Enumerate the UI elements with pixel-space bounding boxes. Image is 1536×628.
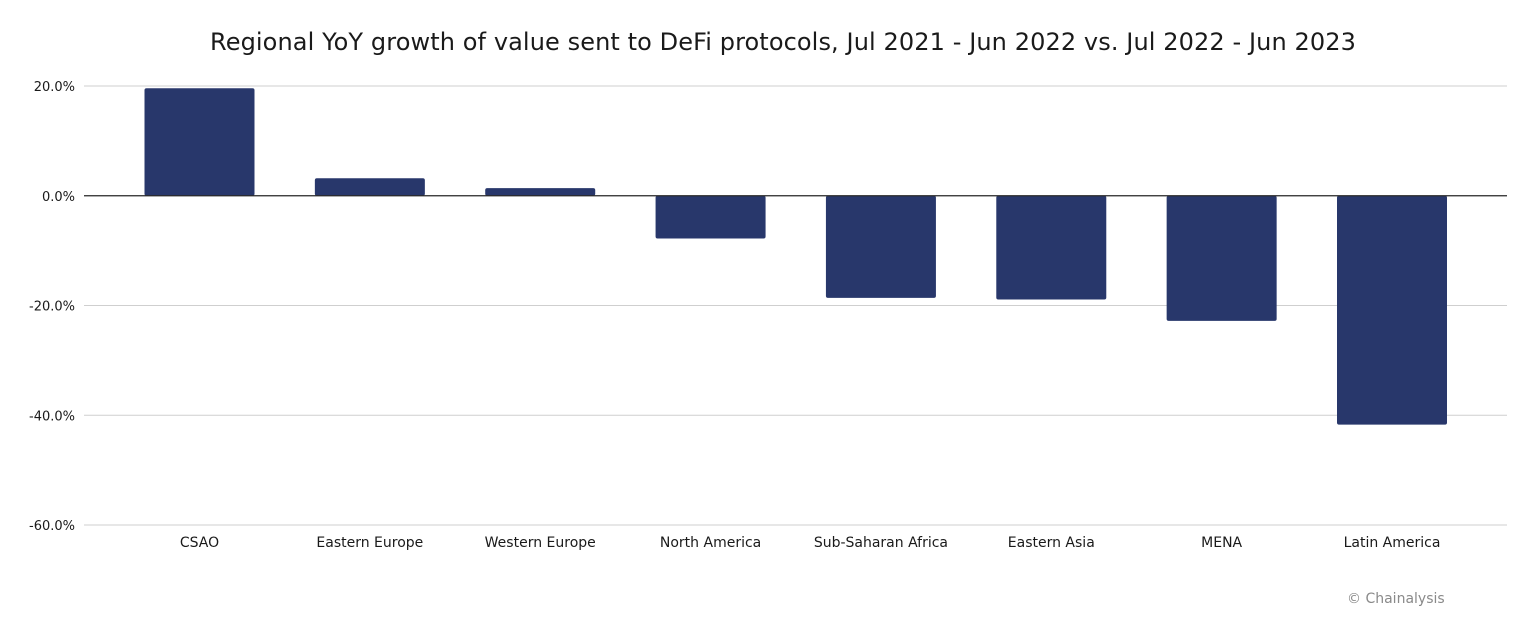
x-category-label: CSAO	[180, 535, 219, 551]
x-category-label: North America	[660, 535, 761, 551]
bar	[825, 195, 936, 298]
bar	[1337, 195, 1447, 425]
gridlines	[84, 85, 1507, 526]
source-credit: © Chainalysis	[1347, 591, 1445, 607]
chart-title: Regional YoY growth of value sent to DeF…	[210, 28, 1356, 56]
y-tick-label: -20.0%	[29, 300, 75, 315]
bar	[485, 188, 596, 196]
y-tick-label: 20.0%	[34, 80, 75, 95]
bar	[314, 178, 425, 196]
y-tick-label: -40.0%	[29, 409, 75, 424]
bars	[144, 88, 1447, 425]
x-category-label: Western Europe	[485, 535, 596, 551]
bar	[996, 195, 1107, 300]
x-axis-category-labels: CSAO Eastern Europe Western Europe North Am…	[180, 535, 1441, 551]
y-axis-tick-labels: 20.0% 0.0% -20.0% -40.0% -60.0%	[29, 80, 75, 534]
x-category-label: Eastern Europe	[316, 535, 423, 551]
x-category-label: Eastern Asia	[1008, 535, 1095, 551]
bar	[655, 195, 766, 239]
x-category-label: Latin America	[1344, 535, 1441, 551]
x-category-label: MENA	[1201, 535, 1242, 551]
bar	[144, 88, 255, 196]
x-category-label: Sub-Saharan Africa	[814, 535, 948, 551]
y-tick-label: 0.0%	[42, 190, 75, 205]
bar	[1166, 195, 1277, 321]
y-tick-label: -60.0%	[29, 519, 75, 534]
